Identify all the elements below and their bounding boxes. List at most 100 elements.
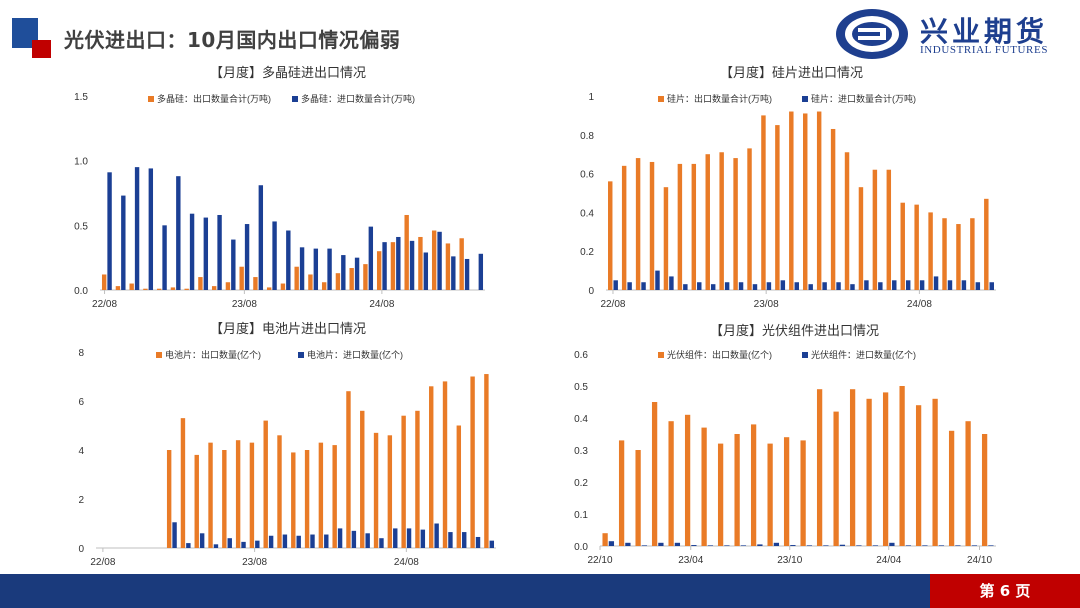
import-bar: [382, 242, 387, 290]
import-bar: [822, 282, 827, 290]
export-bar: [717, 443, 724, 546]
export-bar: [830, 128, 836, 290]
export-bar: [249, 442, 255, 548]
y-tick-label: 0.5: [74, 221, 88, 232]
import-bar: [697, 282, 702, 290]
import-bar: [905, 545, 912, 546]
import-bar: [258, 185, 264, 290]
import-bar: [892, 280, 897, 290]
import-bar: [213, 544, 219, 548]
export-bar: [775, 125, 780, 290]
import-bar: [464, 258, 470, 290]
x-tick-label: 24/08: [394, 557, 419, 568]
x-tick-label: 23/10: [777, 555, 802, 566]
export-bar: [332, 445, 337, 548]
export-bar: [442, 381, 448, 548]
chart-canvas: 0 2 4 6 8 22/08 23/08 24/08 电池片：出口数量(亿个) 电池片：进口数量…: [78, 348, 496, 568]
y-tick-label: 0.2: [580, 247, 594, 258]
y-tick-label: 0: [588, 286, 594, 297]
x-tick-label: 24/08: [907, 299, 932, 310]
import-bar: [724, 545, 730, 546]
export-bar: [849, 389, 856, 546]
import-bar: [613, 280, 618, 290]
export-bar: [373, 432, 379, 548]
export-bar: [170, 287, 176, 290]
y-tick-label: 0.3: [574, 446, 588, 457]
export-bar: [415, 410, 420, 548]
export-bar: [649, 161, 655, 290]
chart-silicon-wafer: 【月度】硅片进出口情况 0 0.2 0.4 0.6 0.8 1 22/08 23/08 24/0…: [570, 60, 1010, 310]
x-tick-label: 22/08: [90, 557, 115, 568]
chart-canvas: 0 0.2 0.4 0.6 0.8 1 22/08 23/08 24/08 硅片：出口数量合计(万…: [580, 92, 996, 310]
export-bar: [194, 454, 199, 548]
export-bar: [363, 264, 368, 290]
export-bar: [663, 187, 669, 290]
y-tick-label: 2: [78, 495, 84, 506]
import-bar: [889, 542, 895, 546]
y-tick-label: 1.5: [74, 92, 88, 103]
import-bar: [757, 544, 763, 546]
chart-solar-cell: 【月度】电池片进出口情况 0 2 4 6 8 22/08 23/08 24/08 电池片：出口数…: [60, 316, 500, 572]
import-bar: [365, 533, 370, 548]
export-bar: [886, 169, 892, 290]
import-bar: [989, 282, 994, 290]
export-bar: [618, 440, 625, 546]
import-bar: [839, 544, 846, 546]
x-tick-label: 24/08: [369, 299, 394, 310]
y-tick-label: 0: [78, 544, 84, 555]
y-tick-label: 0.0: [74, 286, 88, 297]
chart-title: 【月度】光伏组件进出口情况: [710, 324, 880, 339]
export-bar: [677, 163, 683, 290]
export-bar: [418, 236, 423, 290]
legend-swatch: [802, 96, 808, 102]
export-bar: [691, 163, 697, 290]
export-bar: [308, 274, 313, 290]
export-bar: [101, 274, 107, 290]
import-bar: [975, 282, 981, 290]
export-bar: [184, 288, 189, 290]
import-bar: [393, 528, 398, 548]
export-bar: [431, 230, 437, 290]
legend-swatch: [298, 352, 304, 358]
y-tick-label: 0.4: [580, 208, 594, 219]
export-bar: [816, 111, 822, 290]
export-bar: [304, 450, 310, 548]
import-bar: [655, 270, 660, 290]
export-bar: [239, 266, 244, 290]
import-bar: [691, 545, 697, 546]
import-bar: [933, 276, 939, 290]
import-bar: [938, 545, 945, 546]
import-bar: [955, 545, 961, 546]
y-tick-label: 6: [78, 397, 84, 408]
accent-square-red: [32, 40, 51, 58]
import-bar: [189, 213, 195, 290]
export-bar: [733, 158, 738, 290]
import-bar: [872, 545, 879, 546]
import-bar: [121, 195, 126, 290]
export-bar: [390, 242, 396, 290]
x-tick-label: 24/04: [876, 555, 901, 566]
footer-page-badge: [930, 574, 1080, 608]
import-bar: [354, 257, 360, 290]
import-bar: [658, 542, 664, 546]
import-bar: [478, 253, 484, 290]
import-bar: [227, 538, 232, 548]
export-bar: [294, 266, 299, 290]
export-bar: [970, 218, 975, 290]
export-bar: [719, 152, 724, 290]
import-bar: [961, 280, 967, 290]
export-bar: [833, 411, 839, 546]
import-bar: [134, 167, 140, 290]
import-bar: [448, 532, 453, 548]
export-bar: [156, 288, 162, 290]
export-bar: [404, 214, 409, 290]
export-bar: [429, 386, 434, 548]
legend-swatch: [802, 352, 808, 358]
export-bar: [349, 268, 354, 290]
import-bar: [199, 533, 205, 548]
chart-pv-module: 【月度】光伏组件进出口情况 0.0 0.1 0.2 0.3 0.4 0.5 0.6 22/10…: [570, 316, 1010, 572]
export-bar: [602, 533, 608, 546]
export-bar: [844, 152, 850, 290]
export-bar: [211, 286, 217, 290]
import-bar: [773, 542, 780, 546]
